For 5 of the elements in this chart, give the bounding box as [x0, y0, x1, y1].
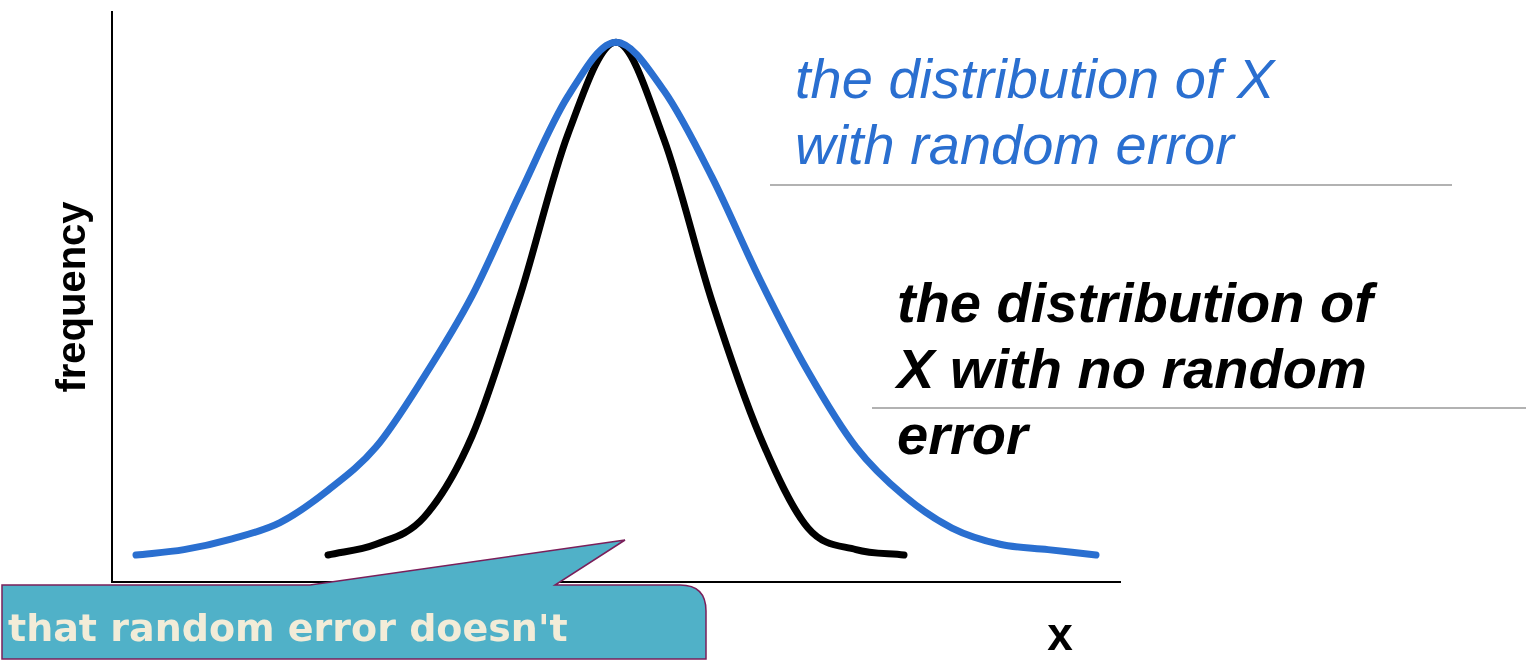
y-axis-title: frequency	[49, 200, 94, 393]
series-label: the distribution of X with no random error	[894, 271, 1379, 466]
series-label: the distribution of X with random error	[795, 47, 1278, 176]
x-axis-title: x	[1047, 608, 1074, 660]
text: that random error doesn't	[8, 606, 569, 650]
